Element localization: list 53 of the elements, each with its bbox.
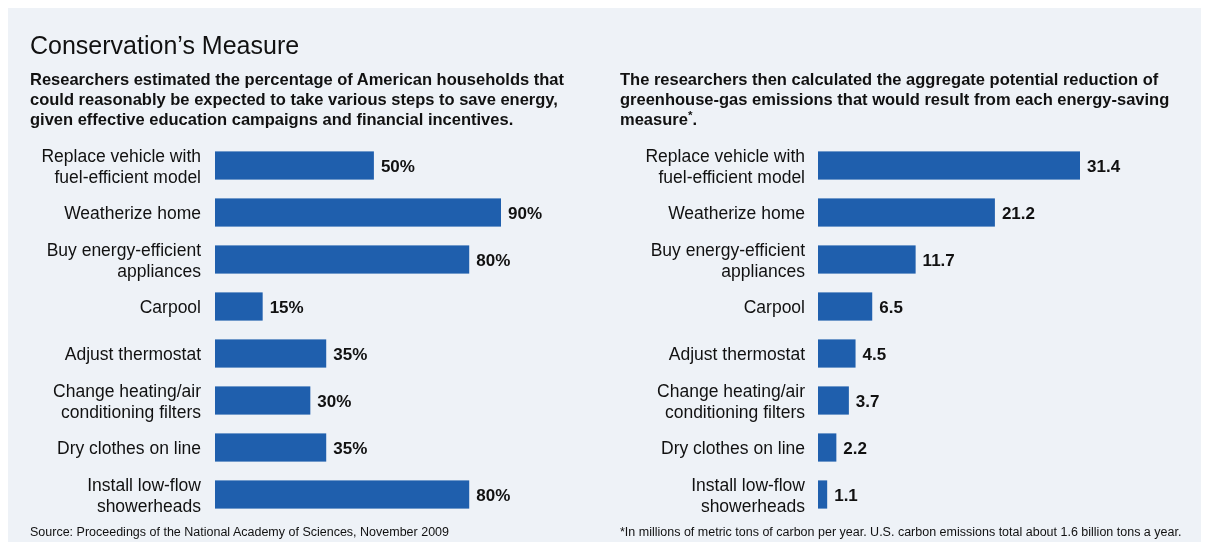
y-tick-label: Adjust thermostat (668, 343, 806, 364)
bar (215, 433, 327, 462)
data-label: 6.5 (879, 297, 903, 317)
bar (818, 386, 849, 415)
data-label: 2.2 (843, 438, 867, 458)
y-tick-label: Install low-flow showerheads (87, 474, 202, 516)
y-tick-label: Change heating/air conditioning filters (657, 380, 806, 422)
y-tick-label: Buy energy-efficient appliances (46, 239, 202, 281)
chart-subtitle: Researchers estimated the percentage of American households that could reasonably be expected to take various steps to save energy, given effective education campaigns and financial incentives. (30, 70, 565, 128)
chart-title: Conservation’s Measure (30, 31, 300, 59)
bar (215, 245, 470, 274)
bar (215, 480, 470, 509)
data-label: 31.4 (1087, 156, 1121, 176)
y-tick-label: Change heating/air conditioning filters (53, 380, 202, 422)
bar (215, 151, 374, 180)
data-label: 50% (380, 156, 415, 176)
y-tick-label: Dry clothes on line (661, 437, 805, 458)
y-tick-label: Adjust thermostat (64, 343, 202, 364)
source-note: Source: Proceedings of the National Academy of Sciences, November 2009 (30, 525, 450, 539)
data-label: 4.5 (862, 344, 887, 364)
bar (818, 151, 1080, 180)
bar (818, 292, 873, 321)
data-label: 3.7 (855, 391, 880, 411)
chart-subtitle: The researchers then calculated the aggregate potential reduction of greenhouse-gas emissions that would result from each energy-saving measure$^{*}$. (620, 70, 1170, 128)
data-label: 35% (333, 344, 368, 364)
data-label: 15% (269, 297, 304, 317)
bar (215, 292, 263, 321)
data-label: 11.7 (922, 250, 955, 270)
bar (818, 480, 828, 509)
y-tick-label: Replace vehicle with fuel-efficient model (41, 145, 201, 187)
y-tick-label: Weatherize home (64, 202, 201, 223)
data-label: 80% (476, 485, 511, 505)
y-tick-label: Weatherize home (668, 202, 805, 223)
bar (818, 433, 837, 462)
y-tick-label: Dry clothes on line (57, 437, 201, 458)
data-label: 80% (476, 250, 511, 270)
bar (818, 198, 995, 227)
y-tick-label: Replace vehicle with fuel-efficient model (645, 145, 805, 187)
bar (215, 386, 311, 415)
bar (818, 339, 856, 368)
data-label: 35% (333, 438, 368, 458)
bar (215, 198, 501, 227)
data-label: 30% (317, 391, 352, 411)
bar (818, 245, 916, 274)
y-tick-label: Carpool (139, 296, 201, 317)
data-label: 1.1 (834, 485, 858, 505)
y-tick-label: Carpool (743, 296, 805, 317)
y-tick-label: Buy energy-efficient appliances (650, 239, 806, 281)
data-label: 21.2 (1001, 203, 1035, 223)
text: *In millions of metric tons of carbon per year. U.S. carbon emissions total about 1.6 billion tons a year. (620, 525, 1182, 539)
y-tick-label: Install low-flow showerheads (691, 474, 806, 516)
bar (215, 339, 327, 368)
data-label: 90% (508, 203, 543, 223)
